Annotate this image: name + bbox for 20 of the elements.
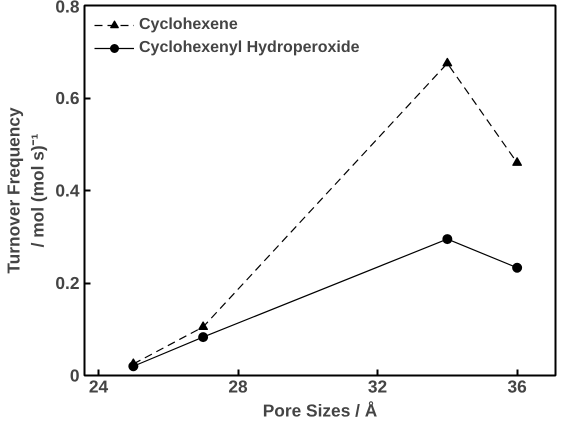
point bbox=[128, 358, 138, 368]
point bbox=[442, 58, 452, 66]
x-axis-title: Pore Sizes / Å bbox=[262, 400, 378, 420]
point bbox=[512, 262, 522, 273]
point bbox=[512, 157, 522, 166]
y-tick-label: 0.6 bbox=[55, 88, 80, 108]
x-tick-label: 28 bbox=[228, 376, 248, 396]
x-tick-label: 36 bbox=[507, 376, 528, 396]
y-tick-label: 0 bbox=[70, 366, 80, 386]
legend-label: Cyclohexene bbox=[139, 16, 238, 34]
y-tick-label: 0.4 bbox=[55, 180, 80, 200]
point bbox=[198, 321, 208, 330]
x-tick-label: 24 bbox=[88, 376, 108, 396]
point bbox=[442, 234, 452, 244]
y-tick-label: 0.8 bbox=[55, 0, 80, 16]
y-tick-label: 0.2 bbox=[55, 273, 80, 293]
legend-label: Cyclohexenyl Hydroperoxide bbox=[139, 39, 360, 57]
y-axis-title: Turnover Frequency / mol (mol s)⁻¹ bbox=[3, 107, 48, 274]
point bbox=[198, 332, 208, 342]
x-tick-label: 32 bbox=[368, 376, 388, 396]
